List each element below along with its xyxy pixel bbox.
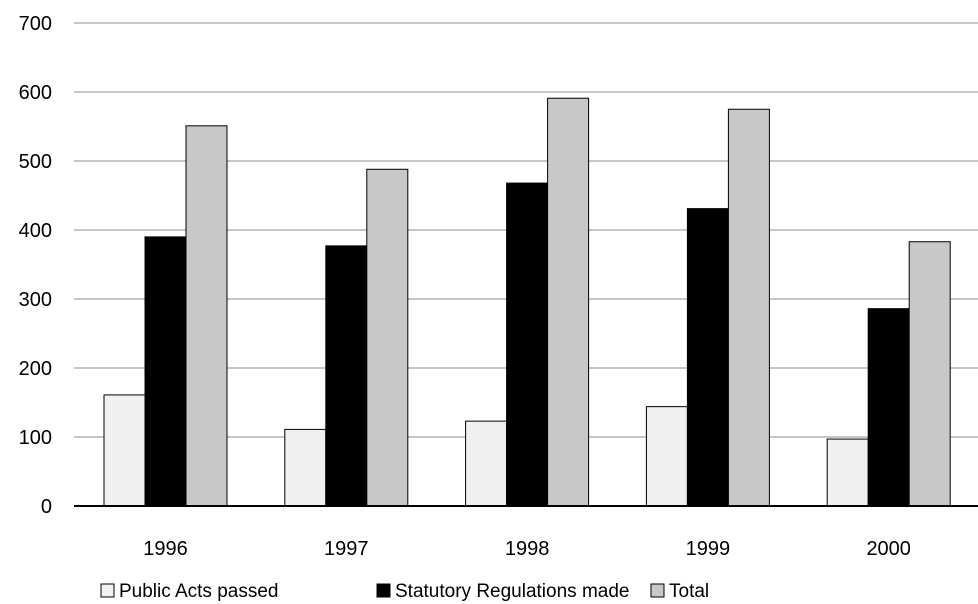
legend-label: Total: [669, 581, 709, 602]
bar-public-acts-passed-1999: [645, 406, 688, 507]
y-tick-label: 0: [41, 496, 52, 518]
legend-swatch: [376, 583, 391, 598]
bar-public-acts-passed-1997: [284, 428, 327, 507]
bar-total-1999: [727, 108, 770, 507]
legend-label: Public Acts passed: [119, 581, 278, 602]
bar-public-acts-passed-1998: [465, 420, 508, 507]
bar-statutory-regulations-made-1996: [144, 236, 187, 507]
legend-swatch: [100, 583, 115, 598]
x-category-label: 1999: [686, 538, 731, 560]
bar-statutory-regulations-made-1998: [506, 182, 549, 507]
y-tick-label: 100: [19, 427, 52, 449]
x-category-label: 1998: [505, 538, 550, 560]
x-category-label: 2000: [866, 538, 911, 560]
bar-statutory-regulations-made-2000: [867, 308, 910, 507]
y-tick-label: 600: [19, 82, 52, 104]
bar-total-1997: [366, 168, 409, 507]
bar-statutory-regulations-made-1999: [686, 208, 729, 507]
y-tick-label: 200: [19, 358, 52, 380]
bar-total-1998: [547, 97, 590, 507]
x-axis-category-labels: 1996 1997 1998 1999 2000: [143, 538, 911, 560]
bar-total-2000: [908, 241, 951, 507]
bar-public-acts-passed-1996: [103, 394, 146, 507]
legend: Public Acts passed Statutory Regulations …: [100, 581, 709, 602]
y-tick-label: 400: [19, 220, 52, 242]
legend-swatch: [650, 583, 665, 598]
bar-total-1996: [185, 125, 228, 507]
legend-label: Statutory Regulations made: [395, 581, 629, 602]
x-category-label: 1996: [143, 538, 188, 560]
bars: [103, 97, 951, 507]
y-tick-label: 300: [19, 289, 52, 311]
bar-public-acts-passed-2000: [826, 438, 869, 507]
bar-statutory-regulations-made-1997: [325, 245, 368, 507]
x-category-label: 1997: [324, 538, 369, 560]
y-tick-label: 700: [19, 13, 52, 35]
y-axis-tick-labels: 0 100 200 300 400 500 600 700: [19, 13, 52, 518]
y-tick-label: 500: [19, 151, 52, 173]
